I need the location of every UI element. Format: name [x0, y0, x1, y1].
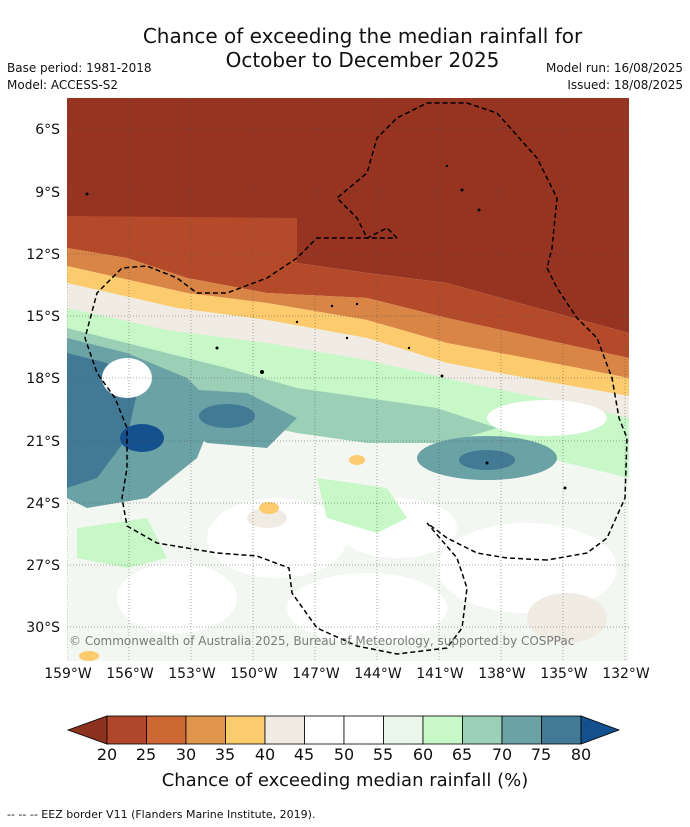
- title-line-2: October to December 2025: [225, 48, 500, 72]
- x-tick: 135°W: [540, 666, 588, 682]
- colorbar-label: Chance of exceeding median rainfall (%): [161, 770, 529, 791]
- colorbar-extend-high: [580, 715, 621, 745]
- x-tick: 141°W: [416, 666, 464, 682]
- colorbar-tick: 70: [491, 745, 513, 764]
- colorbar-swatch: [501, 715, 542, 745]
- y-tick: 27°S: [26, 558, 60, 574]
- colorbar-swatch: [541, 715, 582, 745]
- x-tick: 159°W: [44, 666, 92, 682]
- colorbar-swatches: [66, 715, 621, 745]
- eez-border-south: [84, 237, 548, 655]
- neutral-patch-2: [247, 508, 287, 528]
- colorbar-tick: 65: [451, 745, 473, 764]
- colorbar-tick: 40: [254, 745, 276, 764]
- colorbar-svg: [66, 715, 621, 745]
- colorbar-swatch: [422, 715, 463, 745]
- colorbar-swatch: [225, 715, 266, 745]
- x-tick: 153°W: [168, 666, 216, 682]
- colorbar-extend-low: [66, 715, 108, 745]
- y-tick: 12°S: [26, 247, 60, 263]
- green-patch-1: [317, 478, 407, 533]
- gridlines: [67, 98, 629, 661]
- dry-band-dark-east: [297, 218, 629, 333]
- colorbar-tick: 60: [412, 745, 434, 764]
- copyright-text: © Commonwealth of Australia 2025, Bureau…: [69, 634, 575, 648]
- dry-band-yellow: [67, 266, 629, 396]
- meta-right: Model run: 16/08/2025 Issued: 18/08/2025: [546, 60, 683, 94]
- colorbar-tick: 30: [175, 745, 197, 764]
- model-name: Model: ACCESS-S2: [7, 78, 119, 92]
- colorbar-swatch: [304, 715, 345, 745]
- y-tick: 24°S: [26, 496, 60, 512]
- y-tick: 18°S: [26, 371, 60, 387]
- x-tick: 138°W: [478, 666, 526, 682]
- colorbar-tick: 80: [570, 745, 592, 764]
- wet-core-east: [459, 450, 515, 470]
- colorbar-swatch: [185, 715, 226, 745]
- issued-date: Issued: 18/08/2025: [567, 78, 683, 92]
- y-tick: 9°S: [35, 185, 60, 201]
- x-tick: 144°W: [354, 666, 402, 682]
- y-tick: 6°S: [35, 122, 60, 138]
- x-tick: 156°W: [106, 666, 154, 682]
- colorbar-swatch: [343, 715, 384, 745]
- wet-core-central: [199, 404, 255, 428]
- y-tick: 30°S: [26, 620, 60, 636]
- base-period: Base period: 1981-2018: [7, 61, 152, 75]
- eez-border-north: [335, 102, 628, 561]
- wet-core-west: [120, 424, 164, 452]
- white-patch-2: [207, 498, 347, 578]
- colorbar-swatch: [106, 715, 147, 745]
- yellow-patch-2: [349, 455, 365, 465]
- colorbar: [60, 708, 640, 758]
- green-patch-2: [77, 518, 167, 568]
- colorbar-tick: 50: [333, 745, 355, 764]
- colorbar-tick: 20: [96, 745, 118, 764]
- white-patch-7: [487, 400, 607, 436]
- white-patch-5: [117, 563, 237, 633]
- dry-band-dark: [67, 98, 629, 218]
- dry-band-mid: [67, 216, 629, 358]
- colorbar-swatch: [146, 715, 187, 745]
- colorbar-swatch: [462, 715, 503, 745]
- title-line-1: Chance of exceeding the median rainfall …: [142, 24, 583, 48]
- white-patch-6: [287, 573, 447, 643]
- y-tick: 21°S: [26, 434, 60, 450]
- model-run: Model run: 16/08/2025: [545, 61, 683, 75]
- colorbar-swatch: [383, 715, 424, 745]
- colorbar-tick: 35: [214, 745, 236, 764]
- colorbar-tick: 75: [530, 745, 552, 764]
- colorbar-tick: 55: [372, 745, 394, 764]
- colorbar-tick: 25: [135, 745, 157, 764]
- meta-left: Base period: 1981-2018 Model: ACCESS-S2: [7, 60, 152, 94]
- wet-zone-teal: [67, 328, 497, 443]
- x-tick: 147°W: [292, 666, 340, 682]
- x-tick: 132°W: [602, 666, 650, 682]
- dry-band-orange: [67, 248, 629, 378]
- islands: [85, 164, 567, 490]
- map-svg: [67, 98, 629, 661]
- neutral-patch-1: [527, 593, 607, 643]
- yellow-patch-3: [79, 651, 99, 661]
- x-tick: 150°W: [230, 666, 278, 682]
- colorbar-swatch: [264, 715, 305, 745]
- colorbar-tick: 45: [293, 745, 315, 764]
- eez-legend: -- -- -- EEZ border V11 (Flanders Marine…: [7, 808, 316, 821]
- wet-band-green: [67, 308, 629, 478]
- rainfall-map: [67, 98, 629, 661]
- yellow-patch-1: [259, 502, 279, 514]
- chart-title: Chance of exceeding the median rainfall …: [0, 24, 690, 72]
- y-tick: 15°S: [26, 309, 60, 325]
- white-patch-4: [437, 523, 617, 613]
